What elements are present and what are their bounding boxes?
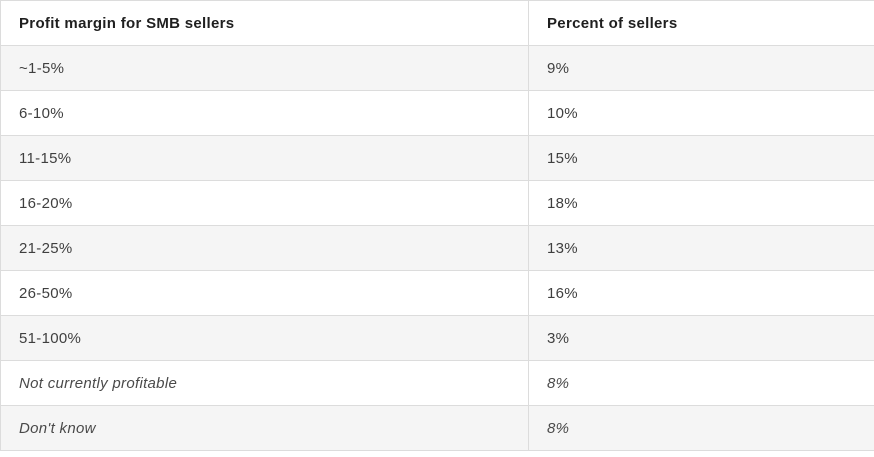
margin-cell: 6-10% (0, 90, 529, 136)
column-header-profit-margin: Profit margin for SMB sellers (0, 0, 529, 46)
table-row: 51-100% 3% (0, 315, 874, 361)
margin-cell: Not currently profitable (0, 360, 529, 406)
table-row: 26-50% 16% (0, 270, 874, 316)
percent-cell: 8% (528, 405, 874, 451)
table-row: 11-15% 15% (0, 135, 874, 181)
margin-cell: 26-50% (0, 270, 529, 316)
percent-cell: 18% (528, 180, 874, 226)
table-row: 6-10% 10% (0, 90, 874, 136)
percent-cell: 8% (528, 360, 874, 406)
percent-cell: 3% (528, 315, 874, 361)
percent-cell: 15% (528, 135, 874, 181)
table-header-row: Profit margin for SMB sellers Percent of… (0, 0, 874, 46)
margin-cell: Don't know (0, 405, 529, 451)
percent-cell: 10% (528, 90, 874, 136)
table-row: 21-25% 13% (0, 225, 874, 271)
table-row: ~1-5% 9% (0, 45, 874, 91)
table-row: Don't know 8% (0, 405, 874, 451)
percent-cell: 13% (528, 225, 874, 271)
margin-cell: ~1-5% (0, 45, 529, 91)
table-row: Not currently profitable 8% (0, 360, 874, 406)
margin-cell: 11-15% (0, 135, 529, 181)
percent-cell: 16% (528, 270, 874, 316)
margin-cell: 21-25% (0, 225, 529, 271)
margin-cell: 51-100% (0, 315, 529, 361)
table-row: 16-20% 18% (0, 180, 874, 226)
column-header-percent-sellers: Percent of sellers (528, 0, 874, 46)
percent-cell: 9% (528, 45, 874, 91)
margin-cell: 16-20% (0, 180, 529, 226)
